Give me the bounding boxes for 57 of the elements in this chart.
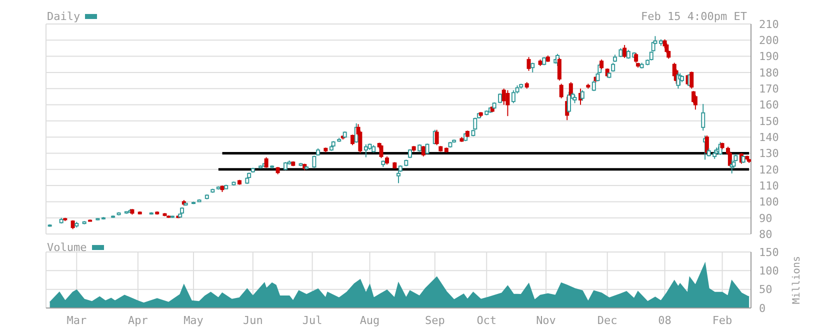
- x-tick-label: Jun: [242, 314, 263, 327]
- candlestick: [350, 134, 355, 146]
- candlestick: [557, 57, 562, 82]
- candlestick: [567, 91, 572, 114]
- y-tick-label: 120: [759, 163, 779, 176]
- x-tick-label: Nov: [536, 314, 556, 327]
- candlestick: [693, 94, 698, 110]
- legend-label: Volume: [47, 241, 87, 254]
- y-axis-title: Millions: [792, 256, 802, 304]
- candlestick: [690, 71, 694, 90]
- x-tick-label: Sep: [424, 314, 445, 327]
- text: Feb 15 4:00pm ET: [641, 10, 747, 23]
- candlestick: [421, 145, 426, 157]
- candlestick: [526, 56, 531, 72]
- y-tick-label: 190: [759, 50, 779, 64]
- candlestick: [728, 151, 732, 167]
- x-tick-label: Mar: [66, 314, 87, 327]
- x-tick-label: Apr: [128, 314, 148, 327]
- candlestick: [600, 59, 604, 70]
- y-tick-label: 100: [759, 196, 779, 209]
- y-tick-label: 210: [759, 18, 779, 31]
- x-tick-label: Oct: [476, 314, 497, 327]
- candlestick: [364, 144, 368, 158]
- candlestick: [312, 155, 316, 168]
- candlestick: [622, 44, 627, 58]
- y-tick-label: 100: [759, 264, 779, 278]
- y-tick-label: 50: [759, 283, 772, 296]
- y-tick-label: 130: [759, 147, 779, 160]
- y-tick-label: 110: [759, 179, 779, 192]
- y-tick-label: 170: [759, 82, 779, 96]
- candlestick: [580, 90, 584, 102]
- y-tick-label: 160: [759, 98, 779, 112]
- x-tick-label: Feb: [712, 314, 732, 327]
- candlestick: [358, 130, 362, 154]
- candlestick: [506, 90, 510, 117]
- x-tick-label: Jul: [302, 314, 322, 327]
- candlestick: [701, 103, 706, 132]
- candlestick: [559, 83, 564, 99]
- x-tick-label: Aug: [360, 314, 380, 327]
- y-tick-label: 150: [759, 246, 779, 259]
- legend-label: Daily: [47, 10, 80, 23]
- y-tick-label: 140: [759, 130, 779, 144]
- y-tick-label: 90: [759, 212, 772, 225]
- y-tick-label: 180: [759, 66, 779, 80]
- x-tick-label: Dec: [597, 314, 618, 327]
- y-tick-label: 150: [759, 114, 779, 128]
- y-tick-label: 80: [759, 228, 772, 241]
- candlestick: [425, 143, 430, 155]
- candlestick: [704, 134, 709, 155]
- candlestick: [511, 90, 516, 104]
- y-tick-label: 0: [759, 302, 766, 315]
- candlestick: [568, 82, 573, 98]
- x-tick-label: May: [184, 314, 204, 327]
- candlestick: [379, 144, 384, 159]
- candlestick: [434, 129, 439, 146]
- x-tick-label: 08: [658, 314, 672, 327]
- y-tick-label: 200: [759, 34, 779, 48]
